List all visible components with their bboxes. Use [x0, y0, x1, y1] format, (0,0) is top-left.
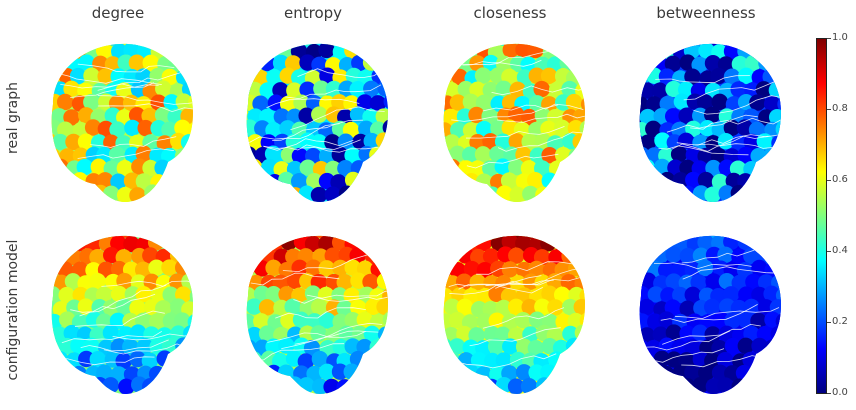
column-title-entropy: entropy	[283, 4, 343, 22]
colorbar-tick-3: 0.6	[832, 174, 848, 185]
brain-map-config-entropy	[228, 226, 398, 398]
brain-map-config-degree	[33, 226, 203, 398]
colorbar-tick-5: 1.0	[832, 32, 848, 43]
row-label-real-graph: real graph	[5, 82, 21, 154]
brain-map-real-closeness	[425, 34, 595, 206]
brain-map-config-betweenness	[621, 226, 791, 398]
row-label-configuration-model: configuration model	[5, 239, 21, 381]
brain-map-real-betweenness	[621, 34, 791, 206]
column-title-degree: degree	[91, 4, 145, 22]
brain-map-real-degree	[33, 34, 203, 206]
colorbar	[816, 38, 827, 394]
colorbar-tick-0: 0.0	[832, 387, 848, 398]
colorbar-tick-4: 0.8	[832, 103, 848, 114]
colorbar-tick-1: 0.2	[832, 316, 848, 327]
colorbar-tick-2: 0.4	[832, 245, 848, 256]
column-title-betweenness: betweenness	[656, 4, 756, 22]
brain-map-config-closeness	[425, 226, 595, 398]
brain-map-real-entropy	[228, 34, 398, 206]
column-title-closeness: closeness	[473, 4, 547, 22]
